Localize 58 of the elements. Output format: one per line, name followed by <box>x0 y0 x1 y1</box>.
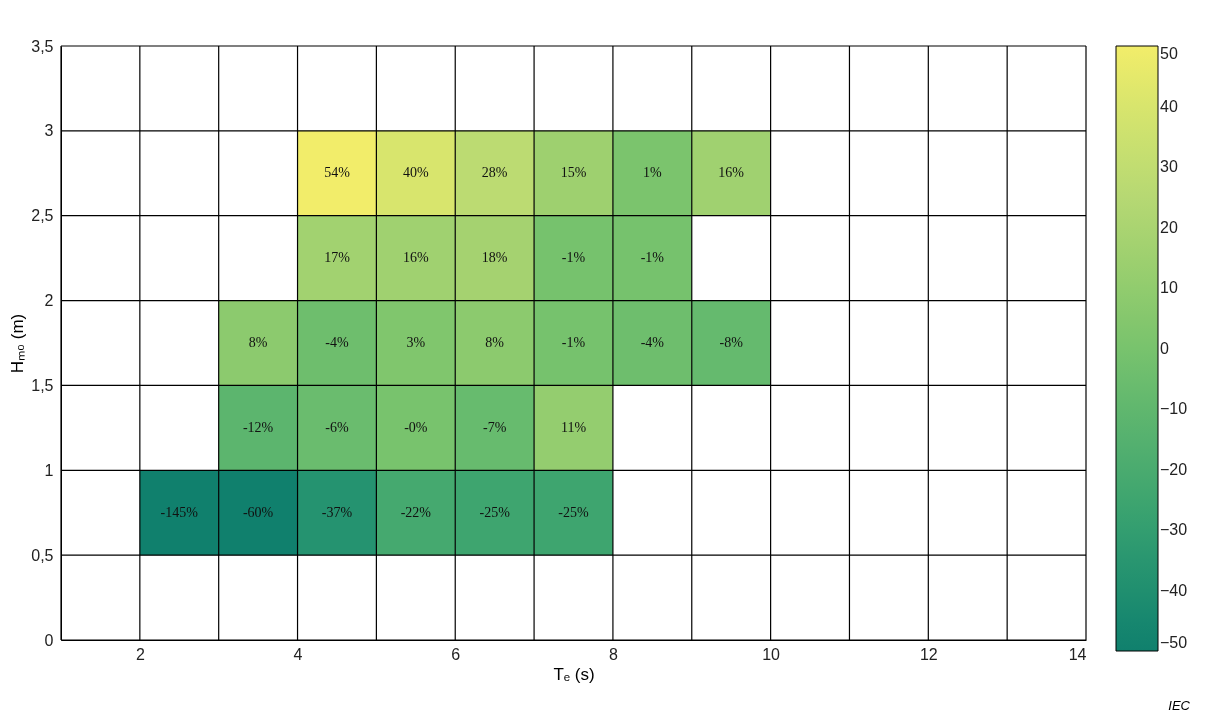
data-label: -22% <box>400 504 432 520</box>
color-bar-label: 10 <box>1160 279 1178 296</box>
data-label: 1% <box>643 165 663 181</box>
x-tick-label: 12 <box>919 645 938 663</box>
color-bar-label: 30 <box>1160 158 1178 175</box>
y-tick-label: 0,5 <box>31 546 54 564</box>
color-bar-label: 0 <box>1160 339 1169 357</box>
data-label: -145% <box>160 504 199 520</box>
data-label: -6% <box>325 419 349 435</box>
x-tick-label: 8 <box>608 645 618 663</box>
data-label: -0% <box>404 419 428 435</box>
data-label: 8% <box>485 335 505 350</box>
data-label: 16% <box>402 250 429 266</box>
data-label: -1% <box>561 250 586 266</box>
color-bar-label: −10 <box>1160 400 1188 417</box>
y-tick-label: 3 <box>44 122 54 140</box>
x-tick-label: 4 <box>293 645 303 663</box>
text: IEC <box>1168 698 1190 713</box>
color-bar-label: −40 <box>1160 581 1188 599</box>
x-tick-label: 10 <box>762 645 781 663</box>
color-bar-label: 40 <box>1160 97 1178 115</box>
y-tick-label: 1 <box>44 461 54 479</box>
data-label: 3% <box>406 335 426 350</box>
y-tick-label: 0 <box>44 631 54 649</box>
x-axis-title: Tₑ (s) <box>553 664 595 684</box>
y-tick-label: 2 <box>44 292 54 310</box>
data-label: -1% <box>640 250 665 266</box>
data-label: -25% <box>479 504 511 520</box>
data-label: 16% <box>718 165 745 181</box>
color-bar-label: 20 <box>1160 218 1178 236</box>
data-label: -60% <box>242 504 274 520</box>
data-label: -12% <box>242 419 274 435</box>
data-label: 15% <box>560 165 587 181</box>
x-tick-label: 6 <box>451 645 461 663</box>
color-bar-label: −50 <box>1160 634 1188 651</box>
x-tick-label: 2 <box>135 645 145 663</box>
data-label: 11% <box>560 419 587 435</box>
data-label: -25% <box>558 504 589 520</box>
y-tick-label: 2,5 <box>31 207 54 225</box>
data-label: -4% <box>640 335 665 350</box>
data-label: -37% <box>321 504 353 520</box>
data-label: 17% <box>324 250 351 266</box>
y-tick-label: 3,5 <box>31 37 54 55</box>
data-label: -1% <box>561 335 586 350</box>
data-label: 8% <box>248 335 268 350</box>
y-tick-label: 1,5 <box>31 376 54 394</box>
y-axis-title: Hₘ₀ (m) <box>8 313 28 374</box>
data-label: 18% <box>481 250 508 266</box>
color-bar-label: −20 <box>1160 460 1188 478</box>
color-bar-label: −30 <box>1160 521 1188 538</box>
data-label: -7% <box>482 419 507 435</box>
data-label: -4% <box>325 335 349 350</box>
x-tick-label: 14 <box>1068 645 1087 663</box>
data-label: 54% <box>324 165 351 181</box>
color-bar-label: 50 <box>1160 45 1178 62</box>
data-label: 28% <box>481 165 508 181</box>
data-label: -8% <box>719 335 744 350</box>
data-label: 40% <box>402 165 429 181</box>
